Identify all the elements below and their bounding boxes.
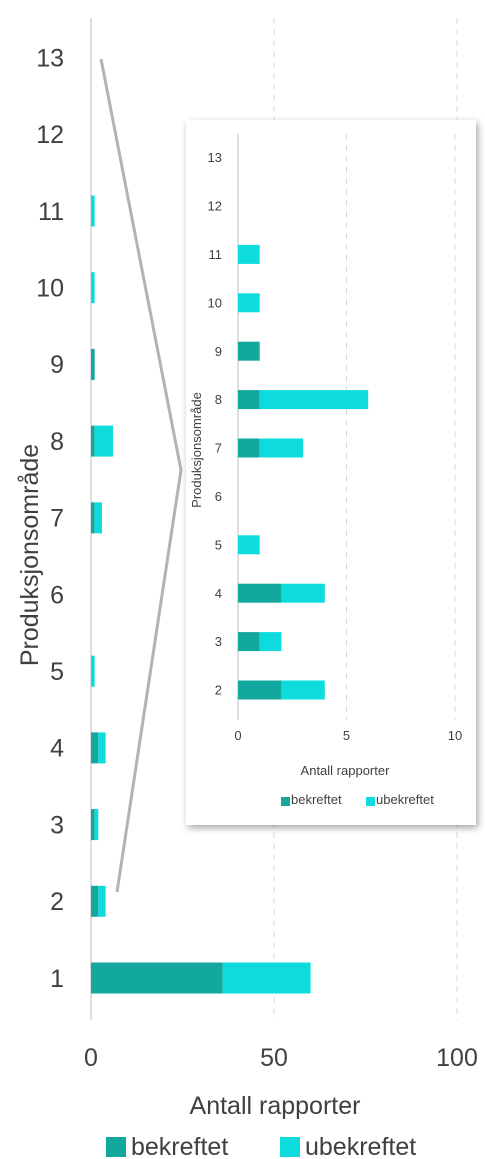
category-label: 7	[50, 505, 64, 533]
legend-swatch-ubekreftet	[280, 1137, 300, 1157]
legend-label-ubekreftet: ubekreftet	[305, 1133, 416, 1159]
x-tick-label: 10	[448, 728, 462, 743]
bar-bekreftet-8	[238, 390, 260, 410]
bar-ubekreftet-7	[259, 438, 304, 458]
category-label: 12	[208, 199, 222, 214]
bar-ubekreftet-3	[259, 632, 282, 652]
category-label: 13	[208, 150, 222, 165]
bar-ubekreftet-2	[98, 885, 106, 917]
bar-ubekreftet-7	[94, 502, 102, 534]
legend-swatch-bekreftet	[106, 1137, 126, 1157]
category-label: 13	[36, 44, 64, 72]
bar-bekreftet-3	[238, 632, 260, 652]
category-label: 11	[209, 247, 223, 262]
legend-label-bekreftet: bekreftet	[291, 792, 342, 807]
zoom-connector	[99, 58, 183, 893]
x-tick-label: 0	[84, 1044, 98, 1072]
bar-bekreftet-9	[91, 348, 95, 380]
x-tick-label: 5	[343, 728, 350, 743]
category-label: 6	[215, 489, 222, 504]
category-label: 7	[215, 441, 222, 456]
category-label: 10	[36, 274, 64, 302]
x-tick-label: 50	[260, 1044, 288, 1072]
x-axis-title: Antall rapporter	[190, 1092, 361, 1120]
bar-bekreftet-2	[91, 885, 99, 917]
bar-ubekreftet-10	[238, 293, 260, 313]
bar-bekreftet-3	[91, 809, 95, 841]
bar-bekreftet-2	[238, 680, 282, 700]
category-label: 2	[50, 888, 64, 916]
bar-ubekreftet-10	[91, 272, 95, 304]
legend-label-bekreftet: bekreftet	[131, 1133, 228, 1159]
bar-bekreftet-8	[91, 425, 95, 457]
bar-ubekreftet-5	[238, 535, 260, 555]
bar-bekreftet-1	[91, 962, 223, 994]
category-label: 4	[215, 586, 222, 601]
category-label: 8	[50, 428, 64, 456]
bar-ubekreftet-4	[281, 583, 325, 603]
inset-chart: 2 3 4 5 6 7 8 9 10 11 12 13 0 5 10 Antall rapporter Prod…	[189, 134, 462, 807]
x-axis-title: Antall rapporter	[301, 763, 391, 778]
category-label: 2	[215, 683, 222, 698]
category-label: 4	[50, 735, 64, 763]
category-label: 12	[36, 121, 64, 149]
inset-chart-panel: 2 3 4 5 6 7 8 9 10 11 12 13 0 5 10 Antall rapporter Prod…	[186, 120, 476, 825]
category-label: 1	[50, 965, 64, 993]
legend-label-ubekreftet: ubekreftet	[376, 792, 434, 807]
category-label: 8	[215, 392, 222, 407]
category-label: 10	[208, 295, 222, 310]
x-tick-label: 100	[436, 1044, 478, 1072]
bar-ubekreftet-8	[259, 390, 369, 410]
bar-ubekreftet-1	[222, 962, 311, 994]
bar-ubekreftet-4	[98, 732, 106, 764]
bar-ubekreftet-11	[91, 195, 95, 227]
bar-ubekreftet-11	[238, 244, 260, 264]
category-label: 6	[50, 581, 64, 609]
bar-bekreftet-7	[238, 438, 260, 458]
category-label: 11	[38, 198, 64, 226]
category-label: 3	[50, 811, 64, 839]
x-tick-label: 0	[234, 728, 241, 743]
bar-bekreftet-7	[91, 502, 95, 534]
category-label: 9	[50, 351, 64, 379]
category-label: 5	[50, 658, 64, 686]
bar-ubekreftet-3	[94, 809, 99, 841]
bar-bekreftet-4	[238, 583, 282, 603]
bar-ubekreftet-8	[94, 425, 113, 457]
bar-ubekreftet-5	[91, 655, 95, 687]
bar-bekreftet-9	[238, 341, 260, 361]
y-axis-title: Produksjonsområde	[16, 444, 44, 666]
y-axis-title: Produksjonsområde	[189, 392, 204, 508]
category-label: 9	[215, 344, 222, 359]
bar-bekreftet-4	[91, 732, 99, 764]
bar-ubekreftet-2	[281, 680, 325, 700]
category-label: 3	[215, 634, 222, 649]
legend-swatch-ubekreftet	[366, 797, 375, 806]
category-label: 5	[215, 537, 222, 552]
legend-swatch-bekreftet	[281, 797, 290, 806]
